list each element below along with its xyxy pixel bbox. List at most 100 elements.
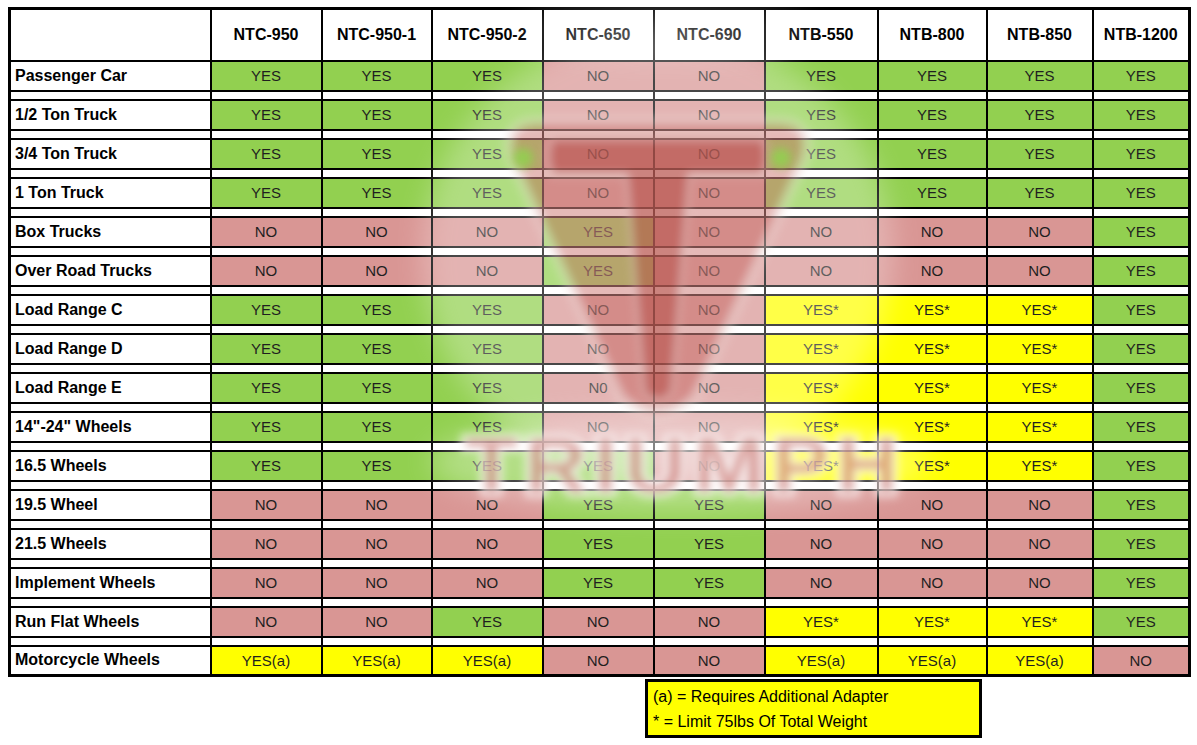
compat-cell: YES*: [765, 607, 878, 637]
column-header: NTC-950: [211, 9, 322, 61]
compat-cell: NO: [543, 178, 654, 208]
compat-cell: NO: [765, 490, 878, 520]
compat-cell: NO: [543, 139, 654, 169]
compat-cell: YES*: [765, 373, 878, 403]
spacer-row: [10, 442, 1190, 451]
compat-cell: YES*: [987, 451, 1093, 481]
compat-cell: YES: [322, 373, 432, 403]
row-label: Motorcycle Wheels: [10, 646, 211, 676]
compat-cell: YES: [211, 178, 322, 208]
compat-cell: YES: [1093, 139, 1190, 169]
compat-cell: NO: [211, 607, 322, 637]
compat-cell: YES: [1093, 100, 1190, 130]
compat-cell: YES: [1093, 451, 1190, 481]
compat-cell: YES: [543, 568, 654, 598]
compat-cell: YES: [322, 139, 432, 169]
row-label: Implement Wheels: [10, 568, 211, 598]
spacer-row: [10, 325, 1190, 334]
compat-cell: NO: [432, 568, 543, 598]
compat-cell: YES: [1093, 490, 1190, 520]
compat-cell: YES(a): [987, 646, 1093, 676]
header-row: NTC-950NTC-950-1NTC-950-2NTC-650NTC-690N…: [10, 9, 1190, 61]
compat-cell: YES(a): [878, 646, 987, 676]
compat-cell: YES*: [987, 412, 1093, 442]
compat-cell: NO: [432, 217, 543, 247]
compatibility-table: NTC-950NTC-950-1NTC-950-2NTC-650NTC-690N…: [8, 7, 1191, 677]
row-label: Load Range D: [10, 334, 211, 364]
table-row: Load Range DYESYESYESNONOYES*YES*YES*YES: [10, 334, 1190, 364]
table-row: Over Road TrucksNONONOYESNONONONOYES: [10, 256, 1190, 286]
spacer-row: [10, 520, 1190, 529]
compat-cell: NO: [211, 217, 322, 247]
compat-cell: YES: [765, 178, 878, 208]
table-row: 1 Ton TruckYESYESYESNONOYESYESYESYES: [10, 178, 1190, 208]
compat-cell: YES: [322, 178, 432, 208]
compat-cell: YES: [211, 295, 322, 325]
compat-cell: YES: [1093, 217, 1190, 247]
compat-cell: YES: [543, 256, 654, 286]
compat-cell: YES*: [765, 451, 878, 481]
compat-cell: YES: [322, 451, 432, 481]
compat-cell: YES: [432, 451, 543, 481]
compat-cell: YES: [211, 373, 322, 403]
compat-cell: NO: [1093, 646, 1190, 676]
compat-cell: NO: [654, 334, 765, 364]
spacer-row: [10, 403, 1190, 412]
compat-cell: NO: [654, 256, 765, 286]
column-header: NTB-550: [765, 9, 878, 61]
compat-cell: YES: [987, 139, 1093, 169]
compat-cell: YES: [432, 178, 543, 208]
table-row: 19.5 WheelNONONOYESYESNONONOYES: [10, 490, 1190, 520]
compat-cell: NO: [211, 256, 322, 286]
table-row: Load Range CYESYESYESNONOYES*YES*YES*YES: [10, 295, 1190, 325]
compat-cell: YES: [987, 100, 1093, 130]
compat-cell: NO: [543, 607, 654, 637]
compat-cell: YES: [322, 61, 432, 91]
compat-cell: YES: [543, 451, 654, 481]
compat-cell: NO: [654, 451, 765, 481]
compat-cell: NO: [878, 256, 987, 286]
compat-cell: YES: [765, 100, 878, 130]
compat-cell: YES(a): [765, 646, 878, 676]
compat-cell: NO: [211, 568, 322, 598]
row-label: Over Road Trucks: [10, 256, 211, 286]
table-row: Load Range EYESYESYESN0NOYES*YES*YES*YES: [10, 373, 1190, 403]
table-row: 3/4 Ton TruckYESYESYESNONOYESYESYESYES: [10, 139, 1190, 169]
compat-cell: NO: [987, 256, 1093, 286]
compat-cell: NO: [654, 646, 765, 676]
compat-cell: YES: [1093, 256, 1190, 286]
footnote-weight-limit: * = Limit 75lbs Of Total Weight: [653, 709, 974, 734]
compatibility-sheet: NTC-950NTC-950-1NTC-950-2NTC-650NTC-690N…: [0, 0, 1197, 745]
compat-cell: YES: [1093, 529, 1190, 559]
compat-cell: YES: [1093, 607, 1190, 637]
compat-cell: YES*: [987, 295, 1093, 325]
compat-cell: YES: [987, 178, 1093, 208]
compat-cell: NO: [322, 217, 432, 247]
compat-cell: NO: [211, 490, 322, 520]
compat-cell: YES: [211, 100, 322, 130]
table-row: 1/2 Ton TruckYESYESYESNONOYESYESYESYES: [10, 100, 1190, 130]
compat-cell: NO: [654, 178, 765, 208]
compat-cell: YES: [432, 607, 543, 637]
table-row: 14"-24" WheelsYESYESYESNONOYES*YES*YES*Y…: [10, 412, 1190, 442]
compat-cell: NO: [543, 646, 654, 676]
compat-cell: YES: [211, 61, 322, 91]
row-label: Box Trucks: [10, 217, 211, 247]
compat-cell: NO: [654, 61, 765, 91]
spacer-row: [10, 208, 1190, 217]
compat-cell: NO: [543, 334, 654, 364]
compat-cell: NO: [654, 217, 765, 247]
compat-cell: YES*: [878, 607, 987, 637]
row-label: 1/2 Ton Truck: [10, 100, 211, 130]
compat-cell: YES*: [987, 607, 1093, 637]
column-header: NTB-1200: [1093, 9, 1190, 61]
spacer-row: [10, 286, 1190, 295]
compat-cell: NO: [543, 61, 654, 91]
compat-cell: NO: [878, 490, 987, 520]
compat-cell: NO: [765, 529, 878, 559]
spacer-row: [10, 130, 1190, 139]
compat-cell: NO: [432, 256, 543, 286]
compat-cell: NO: [432, 529, 543, 559]
compat-cell: NO: [765, 217, 878, 247]
column-header: NTC-650: [543, 9, 654, 61]
